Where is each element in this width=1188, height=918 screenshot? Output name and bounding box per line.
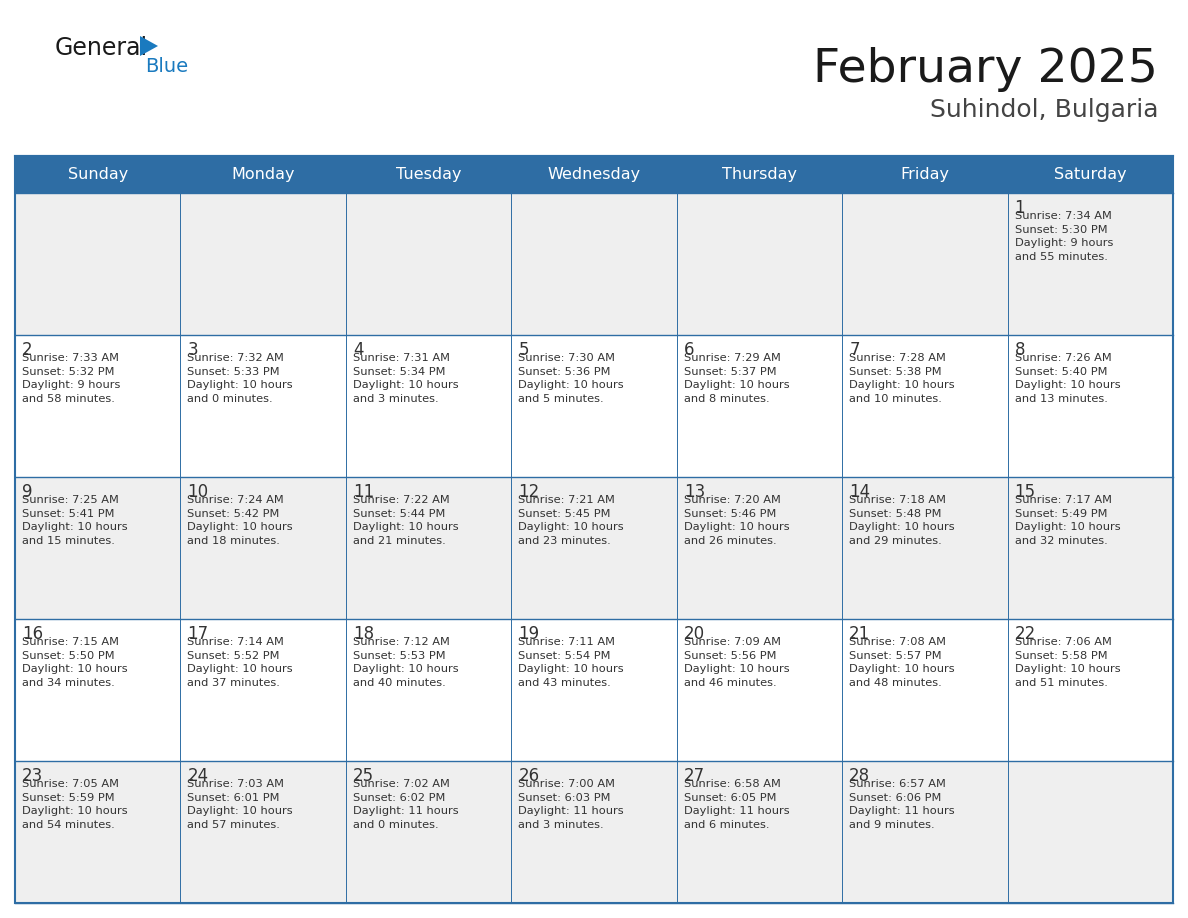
Text: February 2025: February 2025 (813, 48, 1158, 93)
Text: Sunrise: 7:34 AM
Sunset: 5:30 PM
Daylight: 9 hours
and 55 minutes.: Sunrise: 7:34 AM Sunset: 5:30 PM Dayligh… (1015, 211, 1113, 262)
Bar (15, 156, 1173, 903)
Text: Sunrise: 7:26 AM
Sunset: 5:40 PM
Daylight: 10 hours
and 13 minutes.: Sunrise: 7:26 AM Sunset: 5:40 PM Dayligh… (1015, 353, 1120, 404)
Text: Tuesday: Tuesday (396, 167, 461, 182)
Text: 10: 10 (188, 483, 209, 501)
Text: Sunrise: 7:18 AM
Sunset: 5:48 PM
Daylight: 10 hours
and 29 minutes.: Sunrise: 7:18 AM Sunset: 5:48 PM Dayligh… (849, 495, 955, 546)
Text: 7: 7 (849, 341, 860, 359)
Text: Blue: Blue (145, 57, 188, 75)
Text: Sunrise: 7:21 AM
Sunset: 5:45 PM
Daylight: 10 hours
and 23 minutes.: Sunrise: 7:21 AM Sunset: 5:45 PM Dayligh… (518, 495, 624, 546)
Text: 26: 26 (518, 767, 539, 785)
Text: 11: 11 (353, 483, 374, 501)
Text: 6: 6 (684, 341, 694, 359)
Text: Sunrise: 7:32 AM
Sunset: 5:33 PM
Daylight: 10 hours
and 0 minutes.: Sunrise: 7:32 AM Sunset: 5:33 PM Dayligh… (188, 353, 293, 404)
Text: 8: 8 (1015, 341, 1025, 359)
Text: 20: 20 (684, 625, 704, 643)
Text: Sunrise: 7:17 AM
Sunset: 5:49 PM
Daylight: 10 hours
and 32 minutes.: Sunrise: 7:17 AM Sunset: 5:49 PM Dayligh… (1015, 495, 1120, 546)
Text: General: General (55, 36, 148, 60)
Text: Sunrise: 7:24 AM
Sunset: 5:42 PM
Daylight: 10 hours
and 18 minutes.: Sunrise: 7:24 AM Sunset: 5:42 PM Dayligh… (188, 495, 293, 546)
Text: 19: 19 (518, 625, 539, 643)
Text: 27: 27 (684, 767, 704, 785)
Text: Sunrise: 7:20 AM
Sunset: 5:46 PM
Daylight: 10 hours
and 26 minutes.: Sunrise: 7:20 AM Sunset: 5:46 PM Dayligh… (684, 495, 789, 546)
Text: 12: 12 (518, 483, 539, 501)
Text: 1: 1 (1015, 199, 1025, 217)
Text: 3: 3 (188, 341, 198, 359)
Text: 17: 17 (188, 625, 209, 643)
Text: Sunrise: 7:31 AM
Sunset: 5:34 PM
Daylight: 10 hours
and 3 minutes.: Sunrise: 7:31 AM Sunset: 5:34 PM Dayligh… (353, 353, 459, 404)
Text: Friday: Friday (901, 167, 949, 182)
Text: Sunrise: 7:11 AM
Sunset: 5:54 PM
Daylight: 10 hours
and 43 minutes.: Sunrise: 7:11 AM Sunset: 5:54 PM Dayligh… (518, 637, 624, 688)
Text: Sunrise: 7:29 AM
Sunset: 5:37 PM
Daylight: 10 hours
and 8 minutes.: Sunrise: 7:29 AM Sunset: 5:37 PM Dayligh… (684, 353, 789, 404)
Text: Sunrise: 7:30 AM
Sunset: 5:36 PM
Daylight: 10 hours
and 5 minutes.: Sunrise: 7:30 AM Sunset: 5:36 PM Dayligh… (518, 353, 624, 404)
Bar (15, 761, 1173, 903)
Text: 16: 16 (23, 625, 43, 643)
Text: 21: 21 (849, 625, 871, 643)
Text: 22: 22 (1015, 625, 1036, 643)
Text: Monday: Monday (232, 167, 295, 182)
Text: Sunrise: 7:06 AM
Sunset: 5:58 PM
Daylight: 10 hours
and 51 minutes.: Sunrise: 7:06 AM Sunset: 5:58 PM Dayligh… (1015, 637, 1120, 688)
Text: 14: 14 (849, 483, 871, 501)
Text: 4: 4 (353, 341, 364, 359)
Text: Sunrise: 7:25 AM
Sunset: 5:41 PM
Daylight: 10 hours
and 15 minutes.: Sunrise: 7:25 AM Sunset: 5:41 PM Dayligh… (23, 495, 127, 546)
Text: 23: 23 (23, 767, 43, 785)
Text: Sunday: Sunday (68, 167, 128, 182)
Text: Sunrise: 7:22 AM
Sunset: 5:44 PM
Daylight: 10 hours
and 21 minutes.: Sunrise: 7:22 AM Sunset: 5:44 PM Dayligh… (353, 495, 459, 546)
Text: 9: 9 (23, 483, 32, 501)
Bar (15, 619, 1173, 761)
Text: 5: 5 (518, 341, 529, 359)
Text: Sunrise: 7:08 AM
Sunset: 5:57 PM
Daylight: 10 hours
and 48 minutes.: Sunrise: 7:08 AM Sunset: 5:57 PM Dayligh… (849, 637, 955, 688)
Text: 28: 28 (849, 767, 871, 785)
Polygon shape (140, 36, 158, 56)
Text: 18: 18 (353, 625, 374, 643)
Bar (15, 193, 1173, 335)
Text: Sunrise: 7:33 AM
Sunset: 5:32 PM
Daylight: 9 hours
and 58 minutes.: Sunrise: 7:33 AM Sunset: 5:32 PM Dayligh… (23, 353, 120, 404)
Text: Sunrise: 6:58 AM
Sunset: 6:05 PM
Daylight: 11 hours
and 6 minutes.: Sunrise: 6:58 AM Sunset: 6:05 PM Dayligh… (684, 779, 789, 830)
Text: Sunrise: 7:28 AM
Sunset: 5:38 PM
Daylight: 10 hours
and 10 minutes.: Sunrise: 7:28 AM Sunset: 5:38 PM Dayligh… (849, 353, 955, 404)
Bar (15, 335, 1173, 477)
Text: Sunrise: 7:05 AM
Sunset: 5:59 PM
Daylight: 10 hours
and 54 minutes.: Sunrise: 7:05 AM Sunset: 5:59 PM Dayligh… (23, 779, 127, 830)
Text: Sunrise: 7:00 AM
Sunset: 6:03 PM
Daylight: 11 hours
and 3 minutes.: Sunrise: 7:00 AM Sunset: 6:03 PM Dayligh… (518, 779, 624, 830)
Text: 15: 15 (1015, 483, 1036, 501)
Text: Sunrise: 7:02 AM
Sunset: 6:02 PM
Daylight: 11 hours
and 0 minutes.: Sunrise: 7:02 AM Sunset: 6:02 PM Dayligh… (353, 779, 459, 830)
Text: Sunrise: 7:15 AM
Sunset: 5:50 PM
Daylight: 10 hours
and 34 minutes.: Sunrise: 7:15 AM Sunset: 5:50 PM Dayligh… (23, 637, 127, 688)
Text: 25: 25 (353, 767, 374, 785)
Text: Wednesday: Wednesday (548, 167, 640, 182)
Text: Sunrise: 7:03 AM
Sunset: 6:01 PM
Daylight: 10 hours
and 57 minutes.: Sunrise: 7:03 AM Sunset: 6:01 PM Dayligh… (188, 779, 293, 830)
Text: Thursday: Thursday (722, 167, 797, 182)
Text: 2: 2 (23, 341, 32, 359)
Text: Saturday: Saturday (1054, 167, 1126, 182)
Text: Suhindol, Bulgaria: Suhindol, Bulgaria (929, 98, 1158, 122)
Text: 13: 13 (684, 483, 704, 501)
Bar (15, 477, 1173, 619)
Text: Sunrise: 7:09 AM
Sunset: 5:56 PM
Daylight: 10 hours
and 46 minutes.: Sunrise: 7:09 AM Sunset: 5:56 PM Dayligh… (684, 637, 789, 688)
Bar (15, 156, 1173, 193)
Text: Sunrise: 6:57 AM
Sunset: 6:06 PM
Daylight: 11 hours
and 9 minutes.: Sunrise: 6:57 AM Sunset: 6:06 PM Dayligh… (849, 779, 955, 830)
Text: Sunrise: 7:14 AM
Sunset: 5:52 PM
Daylight: 10 hours
and 37 minutes.: Sunrise: 7:14 AM Sunset: 5:52 PM Dayligh… (188, 637, 293, 688)
Text: Sunrise: 7:12 AM
Sunset: 5:53 PM
Daylight: 10 hours
and 40 minutes.: Sunrise: 7:12 AM Sunset: 5:53 PM Dayligh… (353, 637, 459, 688)
Text: 24: 24 (188, 767, 209, 785)
